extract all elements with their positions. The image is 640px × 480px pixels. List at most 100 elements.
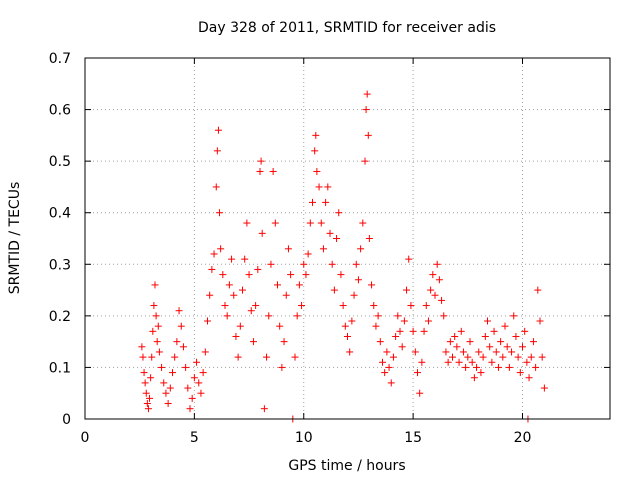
data-point (213, 147, 221, 155)
data-point (499, 353, 507, 361)
data-point (160, 379, 168, 387)
data-point (293, 312, 301, 320)
data-point (525, 374, 533, 382)
grid (85, 58, 610, 419)
data-point (464, 353, 472, 361)
data-point (477, 369, 485, 377)
data-point (333, 235, 341, 242)
data-point (486, 343, 494, 351)
data-point (538, 353, 546, 361)
data-point (319, 245, 327, 253)
data-point (230, 291, 238, 299)
data-point (479, 353, 487, 361)
data-point (409, 327, 417, 335)
data-point (219, 271, 227, 279)
data-point (177, 322, 185, 330)
data-point (424, 317, 432, 325)
data-point (153, 338, 161, 346)
data-point (295, 281, 303, 289)
data-point (383, 348, 391, 356)
data-point (484, 317, 491, 325)
data-point (164, 400, 172, 408)
y-tick-label: 0.6 (49, 103, 71, 119)
data-point (228, 255, 236, 263)
data-point (147, 374, 155, 382)
data-point (188, 394, 196, 402)
data-point (201, 348, 209, 356)
data-point (278, 363, 286, 371)
data-point (206, 291, 214, 299)
data-point (339, 302, 347, 310)
y-tick-label: 0.1 (49, 360, 71, 376)
data-point (449, 353, 456, 361)
data-point (158, 363, 166, 371)
data-point (429, 271, 437, 279)
data-point (431, 291, 439, 299)
data-point (322, 198, 330, 206)
data-point (414, 369, 421, 377)
data-point (455, 358, 463, 366)
data-point (344, 332, 351, 340)
data-point (341, 322, 349, 330)
chart-title: Day 328 of 2011, SRMTID for receiver adi… (198, 20, 496, 36)
data-point (374, 312, 382, 320)
data-point (468, 358, 476, 366)
data-point (422, 302, 430, 310)
x-axis-label: GPS time / hours (288, 458, 405, 474)
data-point (516, 369, 524, 377)
data-point (510, 312, 518, 320)
data-point (400, 317, 408, 325)
data-point (372, 322, 380, 330)
data-point (175, 307, 183, 315)
data-point (503, 343, 511, 351)
data-point (140, 369, 148, 377)
data-point (223, 312, 231, 320)
plot-border (84, 57, 611, 420)
data-point (186, 405, 194, 413)
data-point (190, 374, 198, 382)
data-point (492, 348, 500, 356)
data-point (312, 131, 320, 139)
data-point (171, 353, 179, 361)
data-point (304, 250, 312, 258)
data-point (146, 394, 154, 402)
data-point (182, 363, 190, 371)
data-point (435, 276, 443, 284)
x-tick-label: 20 (514, 430, 532, 446)
data-point (287, 271, 295, 279)
data-point (155, 348, 163, 356)
data-point (354, 276, 362, 284)
data-point (243, 219, 251, 227)
data-point (451, 332, 459, 340)
data-point (407, 302, 415, 310)
data-point (142, 389, 150, 397)
data-point (150, 302, 158, 310)
y-tick-label: 0.3 (49, 257, 71, 273)
y-tick-label: 0.4 (49, 206, 71, 222)
data-point (138, 343, 146, 351)
data-point (505, 363, 513, 371)
data-point (475, 348, 483, 356)
data-points (138, 90, 548, 423)
data-point (385, 363, 393, 371)
y-tick-label: 0.2 (49, 309, 71, 325)
data-point (365, 235, 373, 242)
data-point (328, 260, 336, 268)
data-point (473, 363, 481, 371)
y-tick-label: 0.7 (49, 51, 71, 67)
data-point (234, 353, 242, 361)
y-tick-label: 0 (62, 412, 71, 428)
data-point (387, 379, 395, 387)
data-point (195, 379, 203, 387)
data-point (232, 332, 240, 340)
data-point (236, 322, 244, 330)
y-axis-label: SRMTID / TECUs (7, 182, 23, 295)
data-point (210, 250, 218, 258)
data-point (540, 384, 548, 392)
data-point (420, 327, 428, 335)
data-point (263, 353, 271, 361)
data-point (364, 131, 372, 139)
data-point (247, 307, 255, 315)
data-point (317, 219, 325, 227)
